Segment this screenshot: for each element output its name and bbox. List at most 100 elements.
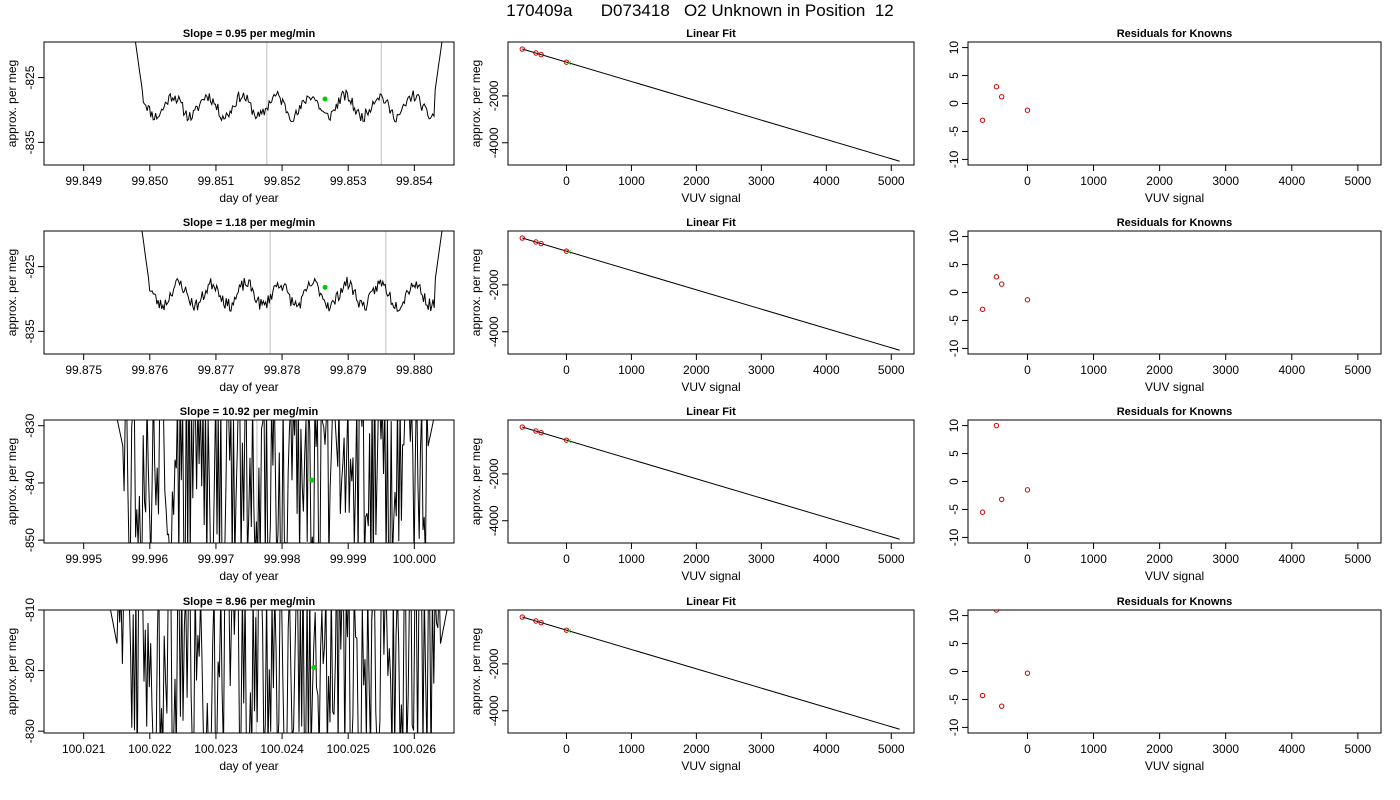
panel-title: Slope = 10.92 per meg/min — [180, 406, 319, 418]
y-tick-label: -850 — [23, 528, 37, 552]
x-tick-label: 99.999 — [330, 552, 367, 566]
x-tick-label: 1000 — [1080, 363, 1107, 377]
x-tick-label: 100.023 — [194, 742, 238, 756]
x-tick-label: 0 — [1024, 174, 1031, 188]
x-tick-label: 3000 — [748, 363, 775, 377]
panel-title: Linear Fit — [686, 217, 736, 229]
residual-point — [999, 94, 1005, 100]
residual-point — [1024, 297, 1031, 303]
known-point — [519, 614, 525, 620]
residual-point — [1024, 107, 1031, 113]
y-tick-label: -10 — [947, 528, 961, 546]
x-tick-label: 5000 — [878, 742, 905, 756]
x-tick-label: 1000 — [618, 363, 645, 377]
known-point — [533, 239, 539, 245]
y-tick-label: -840 — [23, 471, 37, 495]
x-axis-label: day of year — [219, 759, 278, 773]
plot-area: × — [519, 235, 900, 351]
fit-line — [522, 48, 900, 162]
plot-frame — [43, 230, 455, 355]
x-axis-label: VUV signal — [681, 380, 740, 394]
y-tick-label: 10 — [947, 41, 961, 55]
fit-line — [522, 616, 900, 730]
panel-title: Residuals for Knowns — [1117, 406, 1233, 418]
y-tick-label: -2000 — [487, 458, 501, 489]
x-tick-label: 2000 — [683, 552, 710, 566]
x-tick-label: 5000 — [878, 363, 905, 377]
plot-area — [979, 274, 1031, 312]
residual-point — [1024, 487, 1031, 493]
known-point — [563, 437, 570, 443]
plot-area — [134, 42, 443, 165]
known-point — [519, 235, 525, 241]
residual-point — [979, 117, 986, 123]
x-tick-label: 99.851 — [198, 174, 235, 188]
panel-fit-row3: × Linear Fit 0 1000 2000 3000 4000 5000 -4000 -20… — [469, 406, 915, 583]
x-tick-label: 1000 — [618, 552, 645, 566]
panel-time-row3: Slope = 10.92 per meg/min 99.995 99.996 99.… — [5, 406, 455, 583]
x-tick-label: 4000 — [1278, 742, 1305, 756]
panel-time-row2: Slope = 1.18 per meg/min 99.875 99.876 99.8… — [5, 217, 455, 394]
plot-area — [979, 422, 1031, 515]
y-tick-label: -5 — [947, 504, 961, 515]
residual-point — [993, 84, 1000, 90]
y-tick-label: -820 — [23, 658, 37, 682]
x-tick-label: 1000 — [1080, 742, 1107, 756]
plot-frame — [967, 419, 1382, 544]
x-axis-label: day of year — [219, 380, 278, 394]
x-tick-label: 4000 — [813, 174, 840, 188]
panel-title: Residuals for Knowns — [1117, 28, 1233, 40]
y-axis-label: approx. per meg — [469, 60, 483, 147]
x-tick-label: 0 — [1024, 742, 1031, 756]
plot-area: × — [519, 46, 900, 162]
x-tick-label: 3000 — [1212, 742, 1239, 756]
residual-point — [993, 610, 1000, 613]
panel-fit-row2: × Linear Fit 0 1000 2000 3000 4000 5000 -4000 -20… — [469, 217, 915, 394]
x-tick-label: 100.022 — [128, 742, 172, 756]
y-tick-label: -825 — [23, 254, 37, 278]
plot-frame — [507, 419, 915, 544]
panel-title: Slope = 0.95 per meg/min — [183, 28, 316, 40]
x-axis-label: VUV signal — [1145, 191, 1204, 205]
plot-area: × — [519, 424, 900, 540]
x-tick-label: 100.026 — [393, 742, 437, 756]
unknown-point — [311, 665, 317, 671]
x-tick-label: 99.996 — [131, 552, 168, 566]
y-tick-label: -830 — [23, 719, 37, 743]
known-point — [538, 619, 544, 626]
y-tick-label: -2000 — [487, 80, 501, 111]
panel-resid-row4: Residuals for Knowns 0 1000 2000 3000 4000 500… — [947, 596, 1382, 773]
panel-fit-row4: × Linear Fit 0 1000 2000 3000 4000 5000 -4000 -20… — [469, 596, 915, 773]
known-point — [519, 46, 525, 52]
x-axis-label: VUV signal — [1145, 380, 1204, 394]
known-point — [538, 51, 544, 58]
plot-frame — [43, 419, 455, 544]
x-tick-label: 3000 — [748, 742, 775, 756]
y-tick-label: -4000 — [487, 127, 501, 158]
x-tick-label: 2000 — [1146, 552, 1173, 566]
y-tick-label: 5 — [947, 261, 961, 268]
x-axis-label: VUV signal — [681, 569, 740, 583]
time-series-trace — [134, 42, 443, 123]
y-tick-label: -825 — [23, 65, 37, 89]
panel-title: Slope = 8.96 per meg/min — [183, 596, 316, 608]
x-tick-label: 5000 — [1345, 363, 1372, 377]
y-tick-label: -4000 — [487, 316, 501, 347]
residual-point — [979, 306, 986, 312]
plot-area: × — [519, 614, 900, 730]
y-tick-label: -10 — [947, 150, 961, 168]
panel-title: Residuals for Knowns — [1117, 596, 1233, 608]
y-tick-label: 0 — [947, 289, 961, 296]
x-tick-label: 4000 — [813, 363, 840, 377]
x-tick-label: 99.879 — [330, 363, 367, 377]
unknown-point — [309, 477, 315, 483]
x-tick-label: 0 — [563, 174, 570, 188]
plot-frame — [507, 230, 915, 355]
x-tick-label: 99.995 — [65, 552, 102, 566]
unknown-point — [322, 96, 328, 102]
unknown-marker: × — [566, 436, 571, 446]
x-tick-label: 0 — [563, 552, 570, 566]
y-tick-label: -835 — [23, 130, 37, 154]
panel-resid-row3: Residuals for Knowns 0 1000 2000 3000 4000 500… — [947, 406, 1382, 583]
